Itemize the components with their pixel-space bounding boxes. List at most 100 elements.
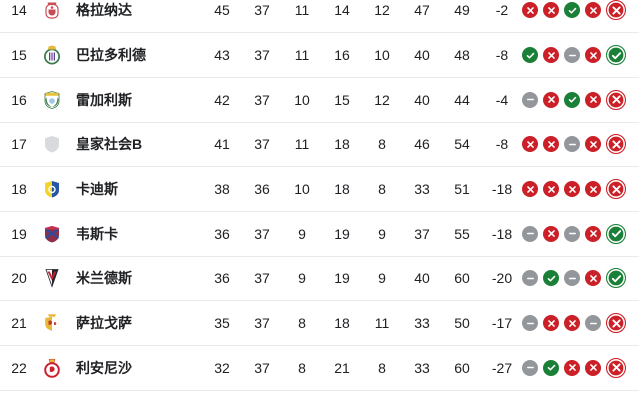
huesca-crest-icon bbox=[42, 224, 62, 244]
table-row[interactable]: 22 利安尼沙 32 37 8 21 8 33 60 -27 bbox=[0, 346, 639, 391]
position-cell: 15 bbox=[11, 47, 27, 64]
table-row[interactable]: 16 雷加利斯 42 37 10 15 12 40 44 -4 bbox=[0, 77, 639, 123]
stats-cells: 36 37 9 19 9 40 60 -20 bbox=[202, 270, 522, 286]
stat-value: 11 bbox=[374, 315, 390, 332]
stat-value: 36 bbox=[214, 270, 230, 287]
stat-value: 46 bbox=[414, 136, 430, 153]
mirandes-crest-icon bbox=[42, 268, 62, 289]
stat-value: 37 bbox=[254, 47, 270, 64]
recent-form bbox=[522, 223, 626, 244]
table-row[interactable]: 20 米兰德斯 36 37 9 19 9 40 60 -20 bbox=[0, 256, 639, 302]
stat-value: 21 bbox=[334, 359, 350, 376]
recent-form bbox=[522, 179, 626, 200]
recent-form bbox=[522, 89, 626, 110]
cross-icon bbox=[585, 270, 601, 287]
recent-form bbox=[522, 313, 626, 334]
table-row[interactable]: 21 萨拉戈萨 35 37 8 18 11 33 50 -17 bbox=[0, 301, 639, 346]
stat-value: 47 bbox=[414, 2, 430, 19]
cross-icon bbox=[543, 2, 559, 19]
minus-icon bbox=[522, 315, 538, 332]
check-icon bbox=[564, 2, 580, 19]
stat-value: 9 bbox=[378, 270, 386, 287]
cross-icon bbox=[543, 181, 559, 198]
cross-icon bbox=[522, 2, 538, 19]
minus-icon bbox=[564, 225, 580, 242]
stat-value: 10 bbox=[294, 91, 310, 108]
cross-icon bbox=[543, 91, 559, 108]
recent-form bbox=[522, 0, 626, 21]
cross-icon bbox=[564, 359, 580, 376]
stat-value: 37 bbox=[254, 2, 270, 19]
sociedad-b-crest-icon bbox=[42, 134, 62, 154]
stat-value: 18 bbox=[334, 136, 350, 153]
stat-value: 37 bbox=[254, 136, 270, 153]
stat-value: 9 bbox=[298, 225, 306, 242]
stat-value: -17 bbox=[491, 315, 513, 332]
position-cell: 21 bbox=[11, 315, 27, 332]
minus-icon bbox=[522, 359, 538, 376]
cross-icon bbox=[585, 2, 601, 19]
table-row[interactable]: 14 格拉纳达 45 37 11 14 12 47 49 -2 bbox=[0, 0, 639, 34]
recent-form bbox=[522, 134, 626, 155]
stat-value: 19 bbox=[334, 270, 350, 287]
stat-value: 49 bbox=[454, 2, 470, 19]
stat-value: -18 bbox=[491, 181, 513, 198]
cross-icon bbox=[543, 47, 559, 64]
table-row[interactable]: 18 卡迪斯 38 36 10 18 8 33 51 -18 bbox=[0, 167, 639, 212]
check-icon bbox=[522, 47, 538, 64]
stat-value: 32 bbox=[214, 359, 230, 376]
stat-value: 44 bbox=[454, 91, 470, 108]
team-name: 米兰德斯 bbox=[76, 270, 132, 287]
cross-icon bbox=[585, 225, 601, 242]
cross-icon bbox=[543, 225, 559, 242]
stat-value: 33 bbox=[414, 359, 430, 376]
cross-icon bbox=[606, 357, 626, 378]
stats-cells: 42 37 10 15 12 40 44 -4 bbox=[202, 92, 522, 108]
stat-value: 37 bbox=[254, 91, 270, 108]
cross-icon bbox=[606, 134, 626, 155]
stat-value: 14 bbox=[334, 2, 350, 19]
stat-value: 37 bbox=[254, 225, 270, 242]
position-cell: 19 bbox=[11, 225, 27, 242]
stat-value: 60 bbox=[454, 270, 470, 287]
stats-cells: 43 37 11 16 10 40 48 -8 bbox=[202, 47, 522, 63]
stats-cells: 41 37 11 18 8 46 54 -8 bbox=[202, 136, 522, 152]
check-icon bbox=[564, 91, 580, 108]
table-row[interactable]: 17 皇家社会B 41 37 11 18 8 46 54 -8 bbox=[0, 122, 639, 168]
stat-value: 37 bbox=[254, 359, 270, 376]
cross-icon bbox=[522, 181, 538, 198]
stat-value: 38 bbox=[214, 181, 230, 198]
position-cell: 18 bbox=[11, 181, 27, 198]
stat-value: 33 bbox=[414, 181, 430, 198]
table-row[interactable]: 15 巴拉多利德 43 37 11 16 10 40 48 -8 bbox=[0, 33, 639, 78]
cross-icon bbox=[522, 136, 538, 153]
stat-value: 42 bbox=[214, 91, 230, 108]
stat-value: 48 bbox=[454, 47, 470, 64]
stat-value: 8 bbox=[378, 181, 386, 198]
check-icon bbox=[606, 223, 626, 244]
stat-value: 33 bbox=[414, 315, 430, 332]
stat-value: 8 bbox=[298, 359, 306, 376]
table-row[interactable]: 19 韦斯卡 36 37 9 19 9 37 55 -18 bbox=[0, 211, 639, 257]
position-cell: 14 bbox=[11, 2, 27, 19]
stat-value: 41 bbox=[214, 136, 230, 153]
position-cell: 17 bbox=[11, 136, 27, 153]
stats-cells: 32 37 8 21 8 33 60 -27 bbox=[202, 360, 522, 376]
team-name: 利安尼沙 bbox=[76, 359, 132, 376]
stats-cells: 38 36 10 18 8 33 51 -18 bbox=[202, 181, 522, 197]
team-name: 皇家社会B bbox=[76, 136, 143, 153]
cross-icon bbox=[606, 313, 626, 334]
position-cell: 22 bbox=[11, 359, 27, 376]
cross-icon bbox=[585, 181, 601, 198]
stat-value: 50 bbox=[454, 315, 470, 332]
check-icon bbox=[606, 45, 626, 66]
cross-icon bbox=[606, 89, 626, 110]
position-cell: 20 bbox=[11, 270, 27, 287]
cadiz-crest-icon bbox=[42, 179, 62, 199]
stat-value: 8 bbox=[378, 359, 386, 376]
cross-icon bbox=[564, 315, 580, 332]
leganes-crest-icon bbox=[42, 90, 62, 110]
stat-value: 16 bbox=[334, 47, 350, 64]
stat-value: -2 bbox=[495, 2, 509, 19]
stat-value: 45 bbox=[214, 2, 230, 19]
